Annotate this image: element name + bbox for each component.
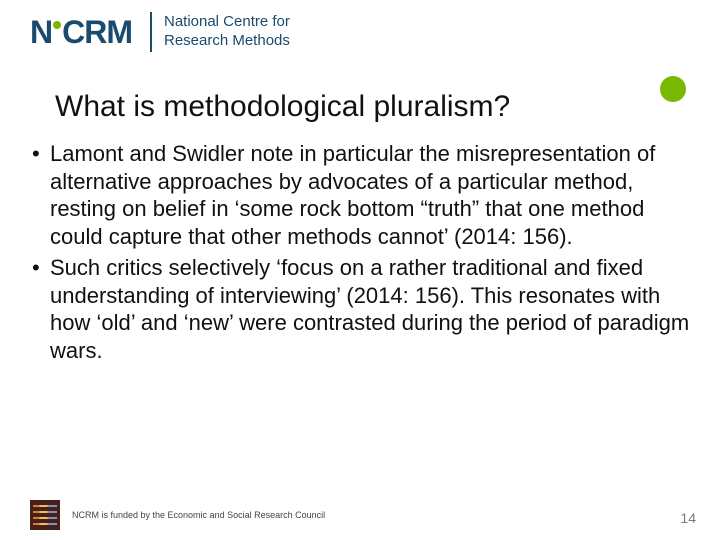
logo-dot-icon (53, 21, 61, 29)
esrc-badge-icon (30, 500, 60, 530)
bullet-list: Lamont and Swidler note in particular th… (30, 140, 690, 364)
logo-divider (150, 12, 152, 52)
org-line1: National Centre for (164, 13, 290, 32)
logo-letters-crm: CRM (62, 14, 132, 51)
logo-letter-n: N (30, 14, 52, 51)
footer-text: NCRM is funded by the Economic and Socia… (72, 510, 325, 520)
list-item: Such critics selectively ‘focus on a rat… (30, 254, 690, 364)
list-item: Lamont and Swidler note in particular th… (30, 140, 690, 250)
ncrm-logo: N CRM (30, 14, 132, 51)
title-row: What is methodological pluralism? (55, 90, 680, 124)
accent-dot-icon (660, 76, 686, 102)
header: N CRM National Centre for Research Metho… (0, 0, 720, 62)
slide-title: What is methodological pluralism? (55, 90, 680, 124)
org-name: National Centre for Research Methods (164, 13, 290, 51)
page-number: 14 (680, 510, 696, 526)
footer: NCRM is funded by the Economic and Socia… (30, 500, 325, 530)
org-line2: Research Methods (164, 32, 290, 51)
